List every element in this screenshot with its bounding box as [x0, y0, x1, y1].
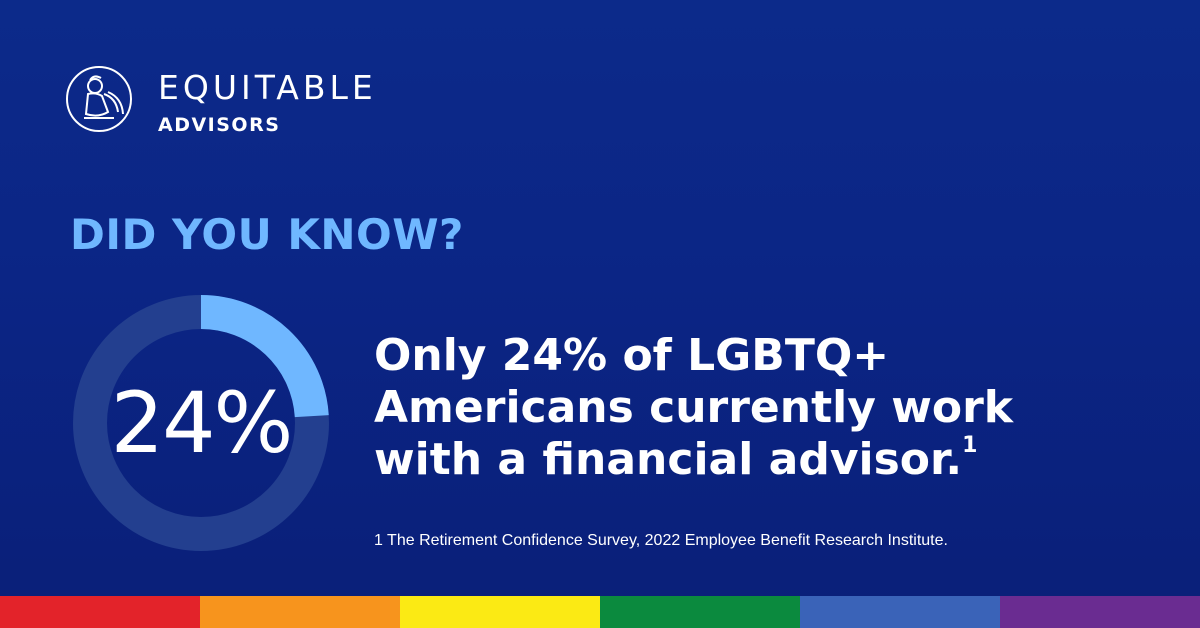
- brand-logo: EQUITABLE ADVISORS: [66, 66, 377, 136]
- headline-line-3: with a financial advisor.1: [374, 434, 1094, 486]
- brand-name: EQUITABLE: [158, 68, 377, 107]
- headline-line-3-text: with a financial advisor.: [374, 434, 963, 485]
- stripe-segment-6: [1000, 596, 1200, 628]
- stripe-segment-4: [600, 596, 800, 628]
- stat-value: 24%: [110, 374, 294, 472]
- footnote: 1 The Retirement Confidence Survey, 2022…: [374, 532, 948, 549]
- footnote-ref: 1: [962, 433, 978, 458]
- stripe-segment-5: [800, 596, 1000, 628]
- pride-stripe: [0, 596, 1200, 628]
- eyebrow-heading: DID YOU KNOW?: [70, 210, 464, 259]
- donut-ring: [73, 295, 329, 551]
- headline-line-1: Only 24% of LGBTQ+: [374, 330, 890, 381]
- stripe-segment-3: [400, 596, 600, 628]
- brand-subtitle: ADVISORS: [158, 114, 281, 136]
- stripe-segment-1: [0, 596, 200, 628]
- donut-fill: [73, 295, 329, 551]
- headline: Only 24% of LGBTQ+ Americans currently w…: [374, 330, 1094, 486]
- percentage-donut: 24%: [72, 294, 330, 552]
- headline-line-2: Americans currently work: [374, 382, 1014, 433]
- statue-emblem-icon: [66, 66, 132, 132]
- stripe-segment-2: [200, 596, 400, 628]
